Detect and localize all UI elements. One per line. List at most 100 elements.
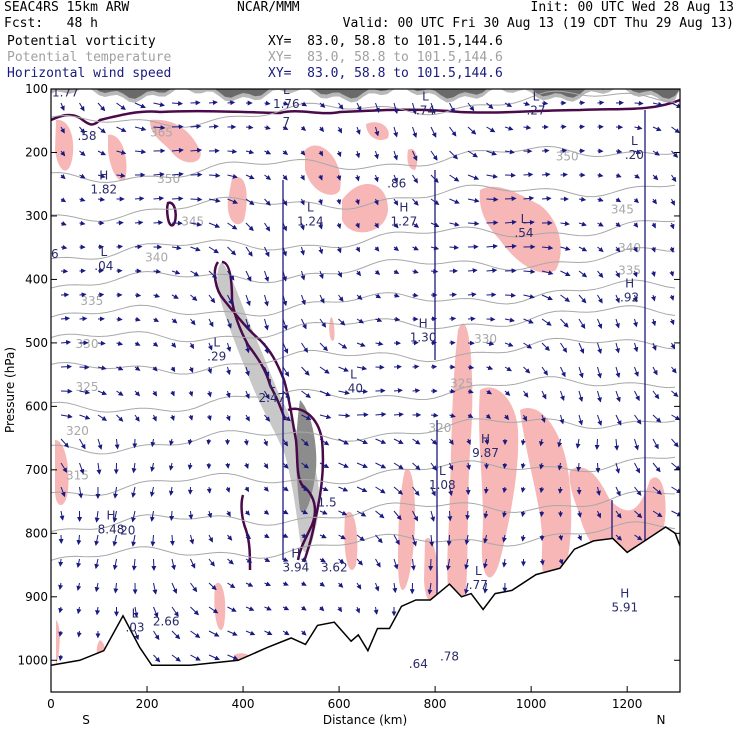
wind-vector <box>430 150 438 161</box>
wind-vector <box>412 534 417 547</box>
wind-vector <box>393 438 404 444</box>
wind-vector <box>615 221 621 228</box>
extremum-value-label: 1.5 <box>318 496 337 510</box>
wind-vector <box>58 606 64 614</box>
extremum-value-label: 20 <box>120 524 135 538</box>
wind-vector <box>430 126 437 138</box>
wind-vector <box>244 462 249 469</box>
wind-vector <box>208 582 217 591</box>
wind-vector <box>79 316 88 322</box>
field-xy-theta: XY= 83.0, 58.8 to 101.5,144.6 <box>268 50 503 65</box>
wind-vector <box>652 390 660 400</box>
wind-vector <box>94 582 100 593</box>
wind-vector <box>615 294 620 304</box>
extremum-type-label: L <box>307 201 314 215</box>
wind-vector <box>116 414 124 422</box>
wind-vector <box>319 510 328 515</box>
extremum-type-label: H <box>63 724 72 738</box>
wind-vector <box>523 390 529 398</box>
extremum-type-label: H <box>481 432 490 446</box>
wind-vector <box>634 390 640 402</box>
y-tick-label: 700 <box>25 463 48 477</box>
wind-vector <box>94 534 100 546</box>
wind-vector <box>486 126 496 133</box>
wind-vector <box>227 100 236 106</box>
wind-vector <box>113 582 119 594</box>
wind-vector <box>153 195 165 201</box>
wind-vector <box>448 438 454 446</box>
wind-vector <box>465 510 471 521</box>
wind-vector <box>60 364 72 370</box>
wind-vector <box>523 219 535 225</box>
extremum-value-label: .40 <box>344 381 363 395</box>
wind-vector <box>60 340 72 345</box>
wind-vector <box>596 510 602 519</box>
wind-vector <box>594 438 600 450</box>
wind-vector <box>116 390 124 396</box>
wind-vector <box>338 534 346 540</box>
wind-vector <box>134 149 147 155</box>
wind-vector <box>560 390 565 402</box>
wind-vector <box>560 318 569 328</box>
wind-vector <box>60 173 66 180</box>
x-tick-label: 800 <box>424 697 447 711</box>
wind-vector <box>375 534 383 544</box>
wind-vector <box>410 558 416 571</box>
wind-vector <box>502 486 508 494</box>
pv-patch <box>398 468 416 590</box>
wind-vector <box>134 390 141 397</box>
wind-vector <box>208 124 219 130</box>
wind-vector <box>208 173 221 178</box>
wind-vector <box>523 269 536 275</box>
extremum-value-label: 2.66 <box>153 614 180 628</box>
wind-vector <box>97 102 106 112</box>
wind-vector <box>523 172 534 178</box>
wind-vector <box>188 390 194 397</box>
theta-contour <box>51 456 676 496</box>
wind-vector <box>206 438 212 445</box>
wind-vector <box>134 341 141 346</box>
wind-vector <box>227 654 239 660</box>
extremum-value-label: 7 <box>282 115 290 129</box>
wind-vector <box>523 294 535 299</box>
wind-vector <box>522 414 527 422</box>
wind-vector <box>634 125 643 131</box>
wind-vector <box>264 557 271 562</box>
pv-patch <box>344 511 358 570</box>
wind-vector <box>319 390 331 397</box>
wind-vector <box>245 390 250 400</box>
wind-vector <box>541 342 550 352</box>
wind-vector <box>356 342 366 347</box>
pv-contour <box>287 407 325 563</box>
wind-vector <box>264 149 272 155</box>
theta-contour <box>51 490 676 532</box>
wind-vector <box>336 222 342 229</box>
wind-vector <box>669 246 675 253</box>
wind-vector <box>79 292 87 298</box>
extremum-value-label: .29 <box>207 350 226 364</box>
wind-vector <box>523 342 533 349</box>
wind-vector <box>356 558 363 566</box>
wind-vector <box>58 558 64 567</box>
pv-contour <box>221 260 287 421</box>
wind-vector <box>168 462 174 471</box>
x-tick-label: 400 <box>232 697 255 711</box>
wind-vector <box>467 413 474 418</box>
wind-vector <box>227 630 238 636</box>
wind-vector <box>149 510 155 522</box>
wind-vector <box>282 486 289 492</box>
wind-vector <box>338 342 348 349</box>
wind-vector <box>466 462 471 471</box>
theta-label: 325 <box>76 380 99 394</box>
wind-vector <box>670 198 675 206</box>
wind-vector <box>374 582 380 592</box>
wind-vector <box>300 222 305 231</box>
wind-vector <box>300 150 306 156</box>
wind-vector <box>60 102 65 112</box>
wind-vector <box>318 270 324 280</box>
wind-vector <box>116 365 124 371</box>
extremum-type-label: H <box>99 169 108 183</box>
wind-vector <box>464 582 470 595</box>
wind-vector <box>319 102 326 108</box>
wind-vector <box>633 222 639 228</box>
